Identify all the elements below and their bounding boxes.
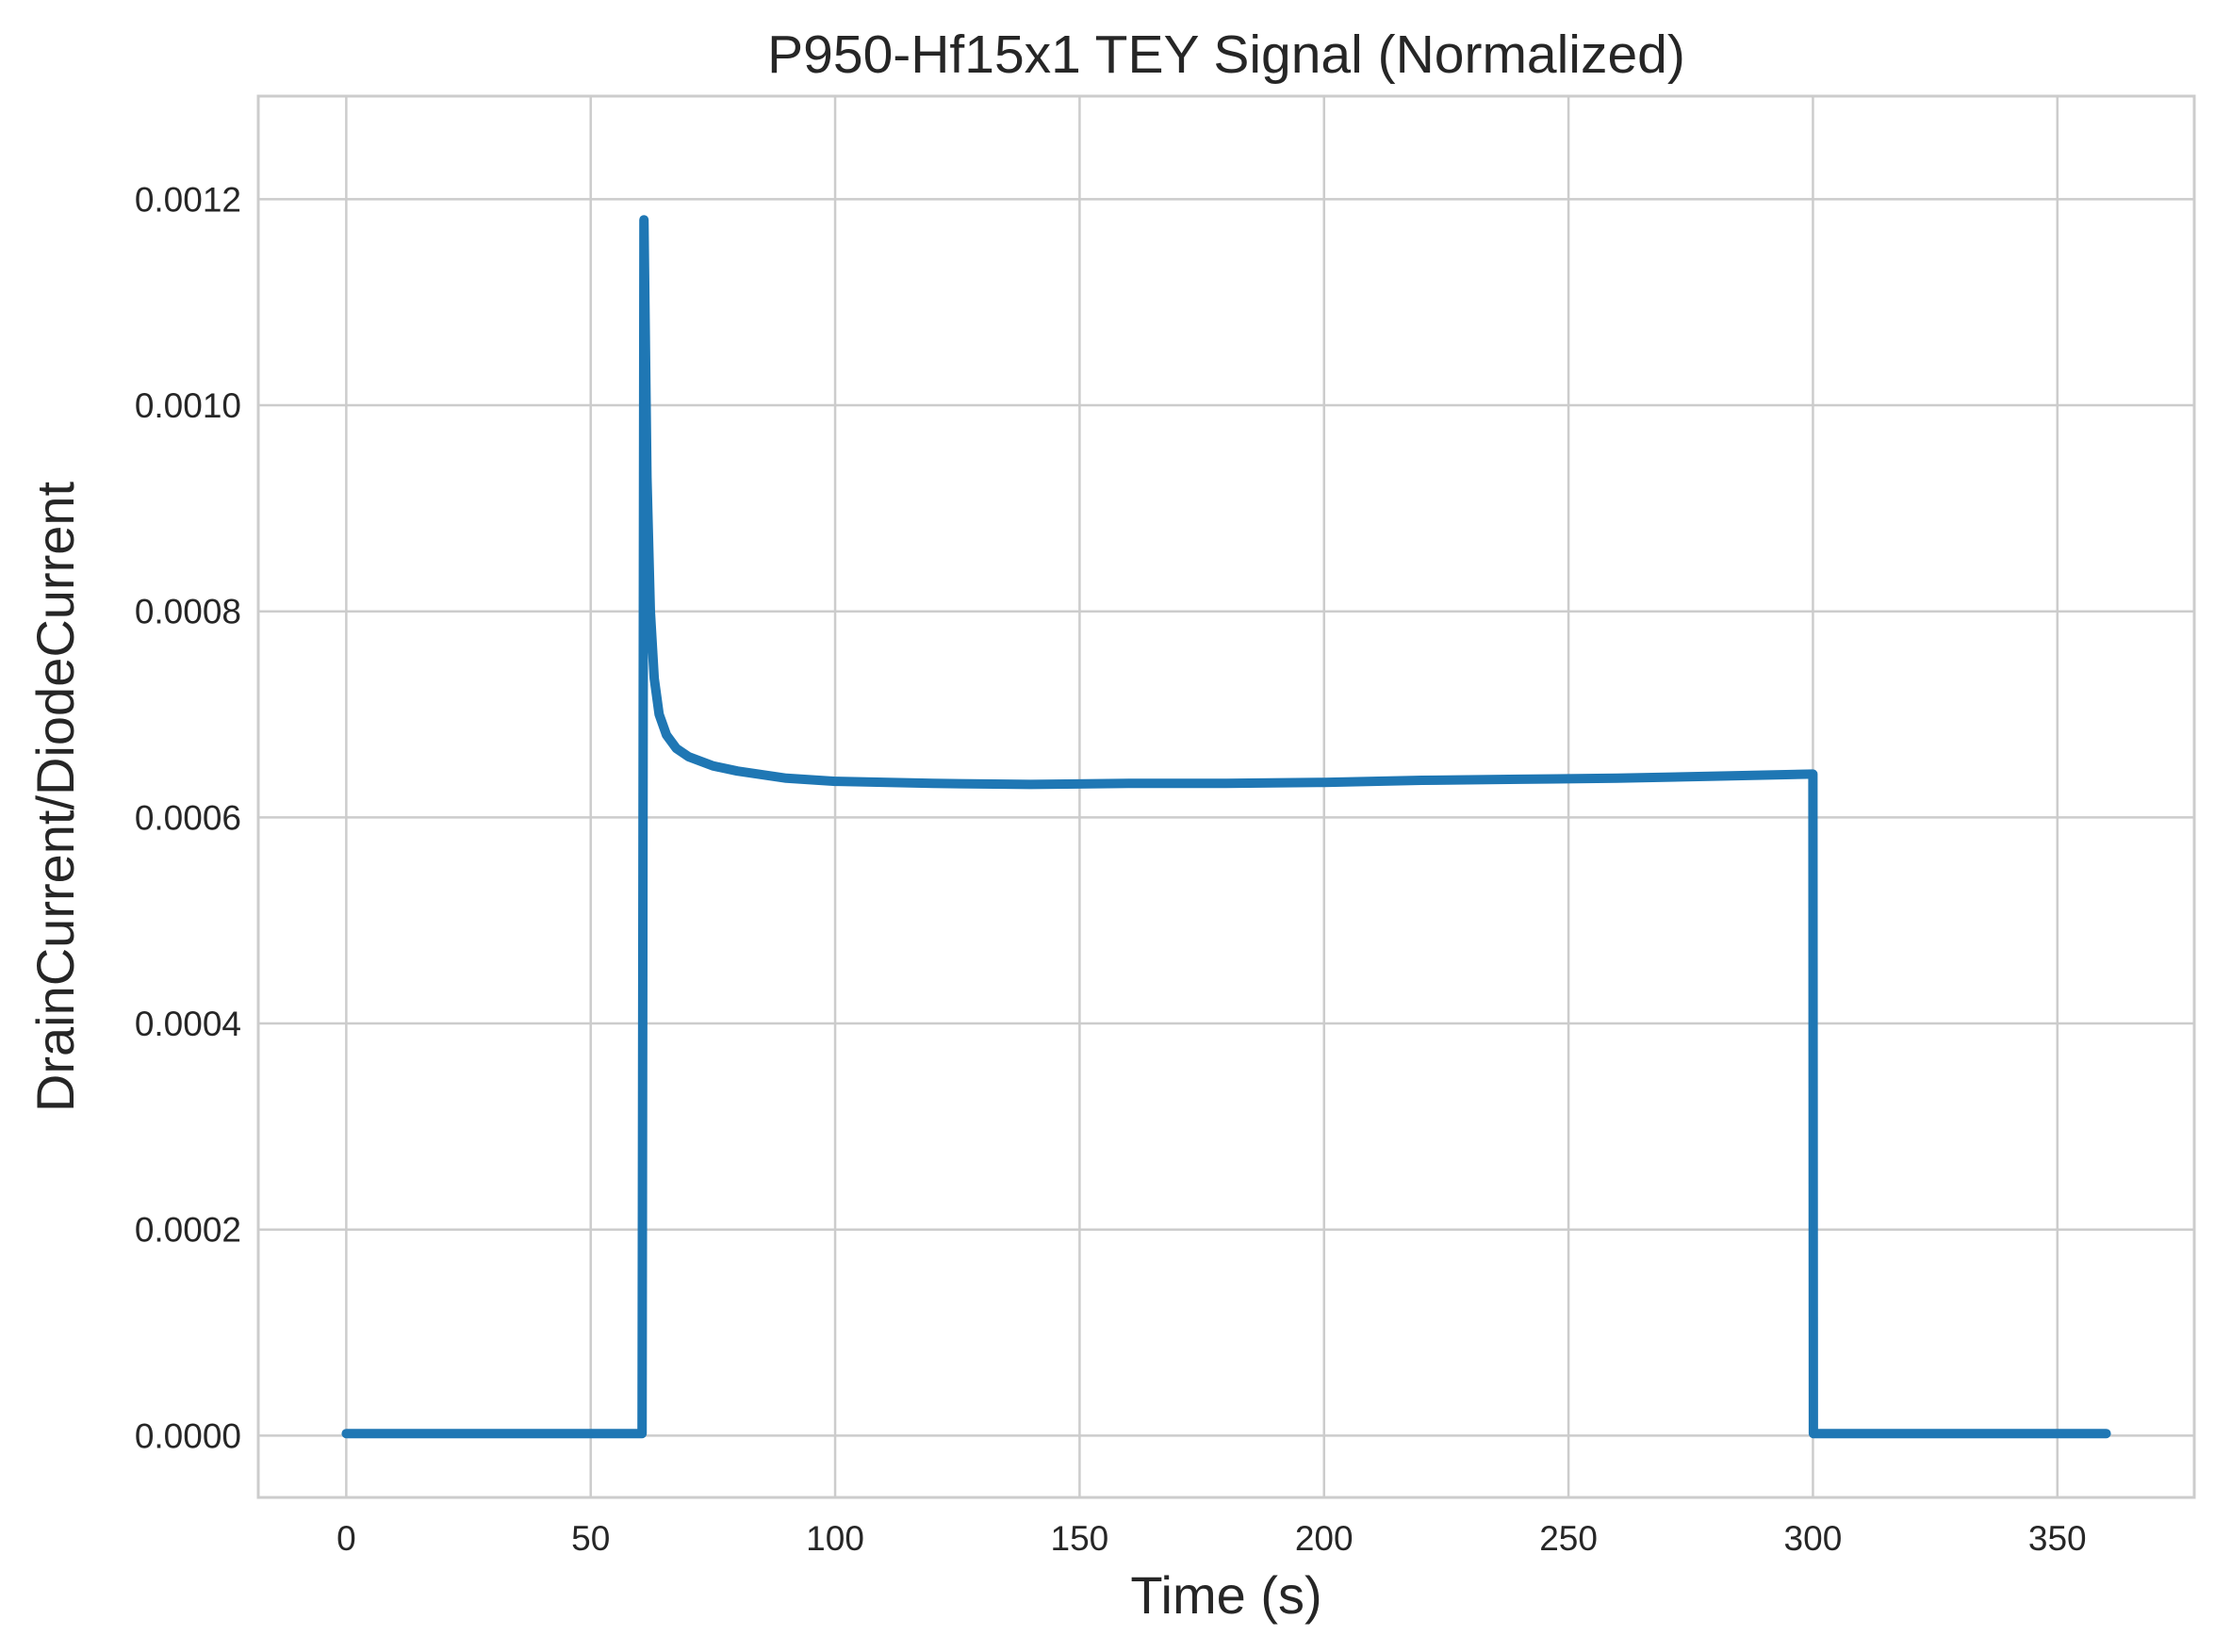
y-tick-label: 0.0000 <box>135 1416 241 1455</box>
y-tick-label: 0.0002 <box>135 1211 241 1250</box>
y-axis-title: DrainCurrent/DiodeCurrent <box>25 481 85 1112</box>
x-tick-label: 250 <box>1539 1519 1598 1558</box>
series-line <box>341 215 2111 1439</box>
y-tick-label: 0.0012 <box>135 180 241 219</box>
y-tick-label: 0.0008 <box>135 593 241 631</box>
grid <box>258 96 2194 1497</box>
y-tick-label: 0.0010 <box>135 386 241 425</box>
chart-title: P950-Hf15x1 TEY Signal (Normalized) <box>767 25 1685 85</box>
x-axis-title: Time (s) <box>1130 1565 1321 1625</box>
series-layer <box>341 215 2111 1439</box>
x-tick-label: 300 <box>1784 1519 1843 1558</box>
plot-area-frame <box>256 94 2196 1499</box>
y-tick-label: 0.0004 <box>135 1005 241 1043</box>
x-tick-label: 100 <box>806 1519 864 1558</box>
y-tick-label: 0.0006 <box>135 798 241 837</box>
x-tick-label: 0 <box>336 1519 356 1558</box>
tick-labels: 0 50 100 150 200 250 300 350 0.0000 0.0002 0.0004 0… <box>135 180 2087 1558</box>
x-tick-label: 200 <box>1295 1519 1354 1558</box>
x-tick-label: 350 <box>2028 1519 2087 1558</box>
x-tick-label: 150 <box>1051 1519 1109 1558</box>
x-tick-label: 50 <box>571 1519 610 1558</box>
